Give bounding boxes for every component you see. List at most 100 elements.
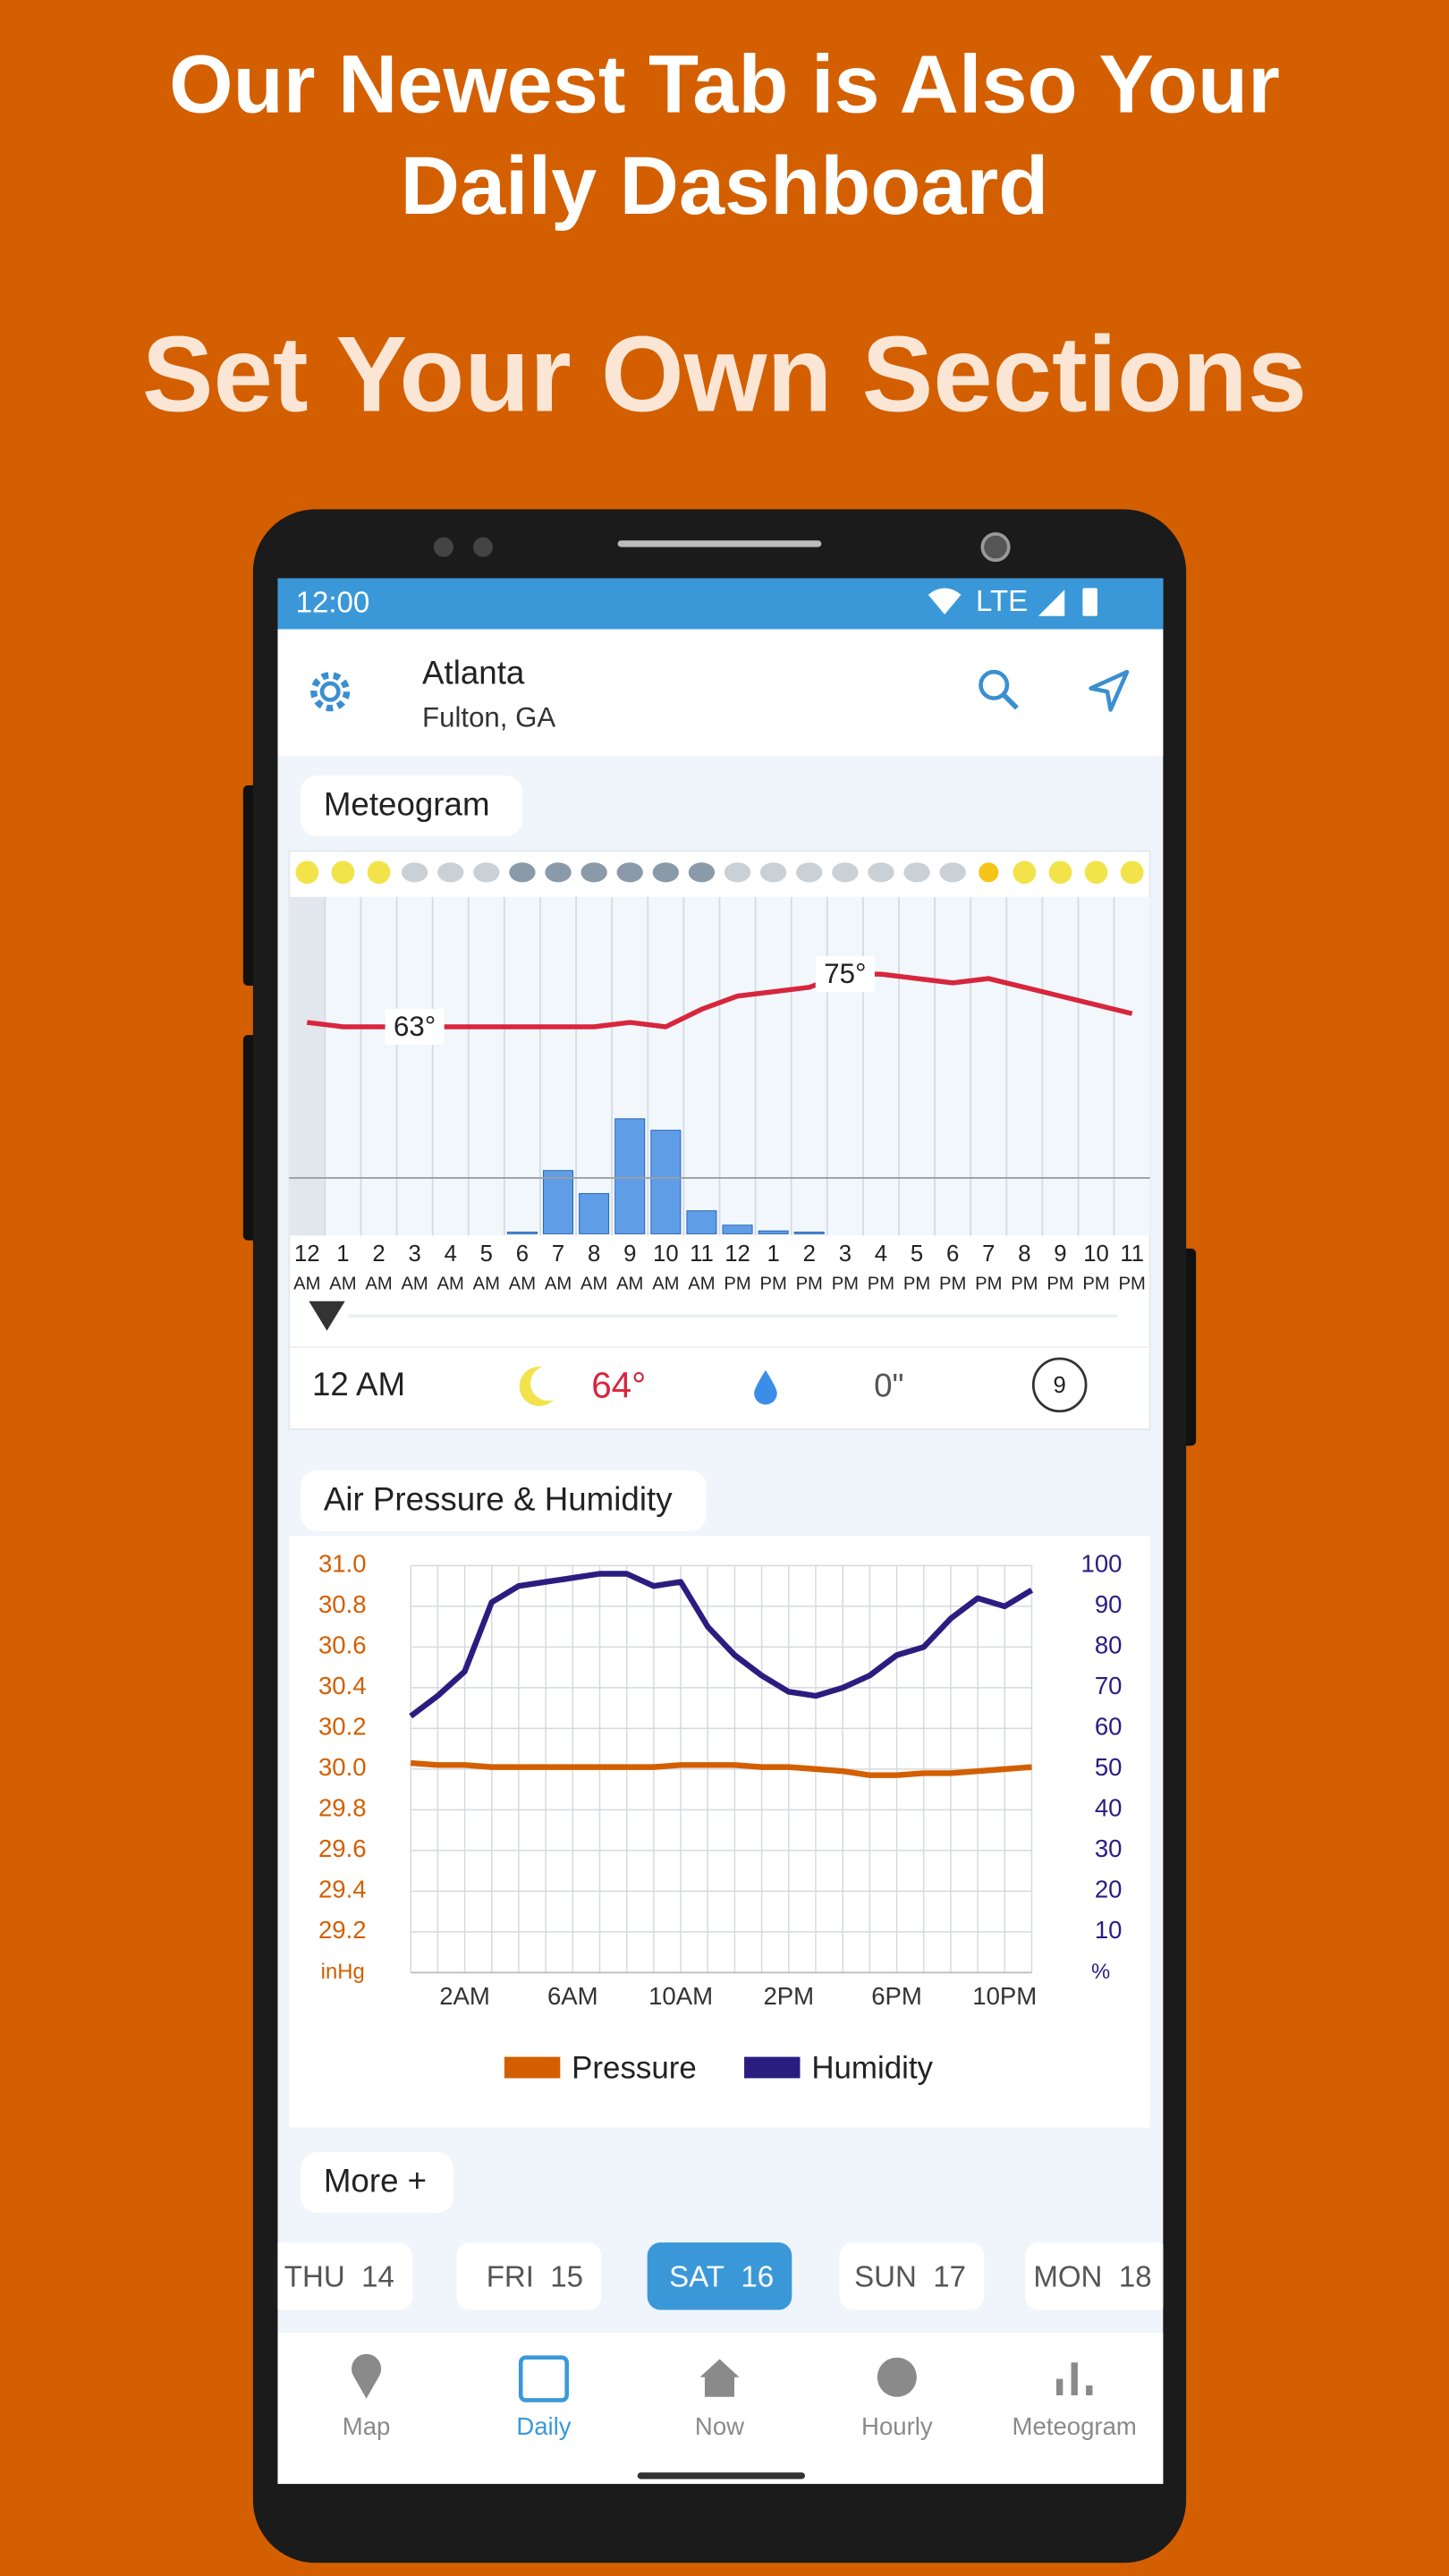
nav-icon [352, 2353, 382, 2399]
y-tick-label: 29.4 [318, 1876, 367, 1903]
nav-item[interactable]: Map [343, 2353, 391, 2440]
current-precipitation: 0" [874, 1368, 903, 1404]
weather-icon [796, 862, 823, 883]
x-tick-label: 2AM [439, 1982, 490, 2010]
weather-icon [979, 862, 999, 883]
day-tab[interactable] [647, 2242, 792, 2310]
legend-label: Pressure [572, 2051, 697, 2086]
hour-label: 2 [803, 1241, 816, 1267]
app-header [277, 629, 1164, 756]
y-tick-label: 31.0 [318, 1550, 367, 1578]
status-time: 12:00 [296, 587, 370, 620]
current-time: 12 AM [312, 1366, 405, 1402]
nav-label: Hourly [861, 2412, 933, 2440]
locate-button[interactable] [1089, 669, 1130, 712]
x-tick-label: 6PM [871, 1982, 922, 2010]
nav-item[interactable]: Daily [516, 2355, 572, 2440]
gear-teeth [310, 672, 351, 712]
section-title: Meteogram [324, 786, 490, 823]
day-date: 18 [1119, 2260, 1152, 2293]
hour-label: 7 [982, 1241, 995, 1267]
weather-icon [903, 862, 930, 883]
hour-label: 4 [875, 1241, 887, 1267]
nav-label: Now [695, 2412, 744, 2440]
y-tick-label: 30.4 [318, 1672, 367, 1699]
y-tick-label: 29.6 [318, 1835, 367, 1862]
hour-period: AM [616, 1275, 643, 1294]
day-tab[interactable] [1025, 2242, 1170, 2310]
hour-period: PM [903, 1275, 930, 1294]
weather-icon [759, 862, 787, 883]
legend-label: Humidity [811, 2051, 933, 2086]
gear-hub [319, 681, 341, 702]
x-tick-label: 6AM [547, 1982, 598, 2010]
settings-button[interactable] [310, 672, 351, 712]
weather-icon [939, 862, 966, 883]
more-button[interactable] [301, 2152, 453, 2214]
precip-bar [543, 1170, 574, 1234]
day-tab[interactable] [267, 2242, 413, 2310]
x-tick-label: 10PM [972, 1982, 1037, 2010]
hour-label: 5 [480, 1241, 493, 1267]
day-name: SAT [669, 2260, 724, 2293]
time-slider-handle[interactable] [309, 1301, 345, 1331]
y2-tick-label: 90 [1095, 1590, 1123, 1618]
precip-bar [722, 1224, 753, 1234]
hour-period: AM [293, 1275, 320, 1294]
search-button[interactable] [979, 669, 1019, 710]
hour-label: 10 [653, 1241, 679, 1267]
day-date: 16 [741, 2260, 774, 2293]
hour-label: 1 [767, 1241, 779, 1267]
precip-bar [686, 1210, 717, 1234]
meteogram-chart: 12AM1AM2AM3AM4AM5AM6AM7AM8AM9AM10AM11AM1… [293, 860, 1146, 1294]
series-line [409, 1571, 1034, 1719]
search-handle [1002, 692, 1019, 710]
y-unit: inHg [321, 1960, 365, 1984]
hour-label: 9 [623, 1241, 636, 1267]
weather-icon [724, 862, 751, 883]
current-hour-shade [289, 896, 326, 1236]
temp-label: 63° [394, 1011, 436, 1042]
temp-label-bg [385, 1008, 445, 1046]
weather-icon [473, 862, 500, 883]
hour-period: PM [724, 1275, 750, 1294]
nav-item[interactable]: Meteogram [1013, 2362, 1137, 2440]
hour-period: PM [796, 1275, 823, 1294]
hour-label: 2 [372, 1241, 385, 1267]
weather-icon [580, 862, 607, 883]
nav-icon [877, 2357, 917, 2397]
y-tick-label: 30.8 [318, 1590, 367, 1618]
weather-icon [401, 862, 428, 883]
location-region: Fulton, GA [422, 702, 555, 733]
section-title: Air Pressure & Humidity [324, 1480, 673, 1517]
camera [980, 532, 1011, 563]
nav-icon [699, 2359, 740, 2397]
y2-tick-label: 10 [1095, 1916, 1123, 1944]
hour-label: 3 [408, 1241, 420, 1267]
day-name: THU [284, 2260, 345, 2293]
hour-period: AM [580, 1275, 607, 1294]
hour-label: 12 [294, 1241, 320, 1267]
hour-period: PM [1011, 1275, 1038, 1294]
y-tick-label: 29.8 [318, 1794, 367, 1822]
precip-bar [793, 1232, 825, 1234]
chart-card [289, 1536, 1150, 2128]
bottom-nav [277, 2333, 1164, 2485]
current-temperature: 64° [591, 1365, 646, 1406]
day-tab[interactable] [456, 2242, 602, 2310]
nav-item[interactable]: Now [695, 2359, 744, 2440]
hour-label: 11 [1120, 1241, 1144, 1267]
headline: Daily Dashboard [401, 140, 1049, 232]
hour-label: 12 [724, 1241, 750, 1267]
y2-tick-label: 50 [1095, 1753, 1123, 1781]
nav-label: Daily [516, 2412, 571, 2440]
nav-item[interactable]: Hourly [861, 2357, 933, 2440]
hour-period: AM [652, 1275, 679, 1294]
hour-period: PM [832, 1275, 859, 1294]
y2-tick-label: 70 [1095, 1672, 1123, 1699]
nav-icon [518, 2355, 569, 2402]
day-tab[interactable] [839, 2242, 985, 2310]
weather-icon [509, 862, 536, 883]
uv-index: 9 [1054, 1373, 1066, 1398]
